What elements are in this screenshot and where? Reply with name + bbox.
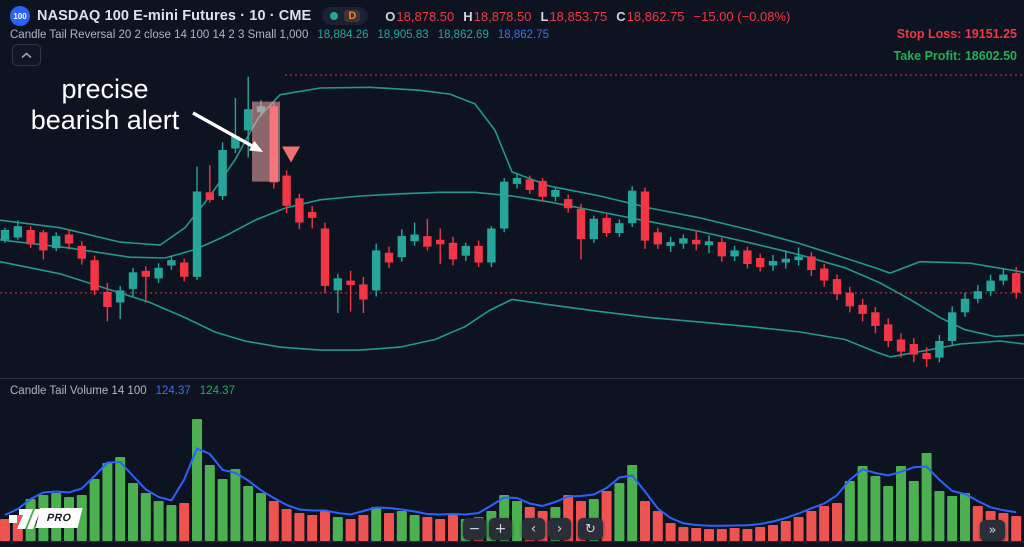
market-status-badge[interactable]: D: [322, 7, 369, 25]
stop-loss-label: Stop Loss: 19151.25: [896, 27, 1017, 41]
pro-badge: PRO: [35, 508, 83, 528]
change-value: −15.00 (−0.08%): [693, 8, 791, 24]
take-profit-label: Take Profit: 18602.50: [893, 49, 1017, 63]
symbol-title[interactable]: NASDAQ 100 E-mini Futures · 10 · CME: [37, 8, 312, 24]
volume-value-1: 124.37: [155, 385, 191, 397]
zoom-in-button[interactable]: +: [489, 518, 512, 540]
volume-pane-baseline: [0, 541, 1024, 542]
reset-view-button[interactable]: ↻: [578, 518, 603, 540]
timeframe-badge: D: [344, 10, 361, 22]
indicator-header: Candle Tail Reversal 20 2 close 14 100 1…: [10, 29, 549, 41]
collapse-indicator-panel-button[interactable]: [12, 44, 41, 66]
zoom-out-button[interactable]: −: [463, 518, 486, 540]
ohlc-high: H18,878.50: [463, 8, 532, 24]
symbol-logo[interactable]: 100: [10, 6, 30, 26]
pane-divider[interactable]: [0, 378, 1024, 379]
indicator-value-2: 18,905.83: [377, 29, 429, 41]
scroll-to-end-button[interactable]: »: [980, 520, 1005, 541]
market-status-dot-icon: [330, 12, 339, 20]
indicator-value-4: 18,862.75: [497, 29, 550, 41]
tradingview-logo-icon: [9, 509, 41, 529]
indicator-value-3: 18,862.69: [437, 29, 489, 41]
ohlc-open: O18,878.50: [385, 8, 455, 24]
ohlc-readout: O18,878.50 H18,878.50 L18,853.75 C18,862…: [385, 9, 790, 24]
volume-indicator-header: Candle Tail Volume 14 100 124.37 124.37: [10, 385, 235, 397]
symbol-header: 100 NASDAQ 100 E-mini Futures · 10 · CME…: [10, 6, 790, 26]
chevron-up-icon: [21, 51, 32, 58]
ohlc-low: L18,853.75: [540, 8, 608, 24]
alert-annotation-line1: precise: [61, 74, 149, 104]
alert-annotation: precise bearish alert: [18, 74, 192, 135]
tradingview-logo[interactable]: PRO: [8, 505, 83, 531]
volume-value-2: 124.37: [199, 385, 235, 397]
pan-left-button[interactable]: ‹: [522, 518, 545, 540]
ohlc-close: C18,862.75: [616, 8, 685, 24]
volume-indicator-title[interactable]: Candle Tail Volume 14 100: [10, 385, 147, 397]
indicator-value-1: 18,884.26: [317, 29, 369, 41]
indicator-title[interactable]: Candle Tail Reversal 20 2 close 14 100 1…: [10, 29, 309, 41]
pan-right-button[interactable]: ›: [548, 518, 571, 540]
alert-annotation-line2: bearish alert: [30, 104, 180, 135]
